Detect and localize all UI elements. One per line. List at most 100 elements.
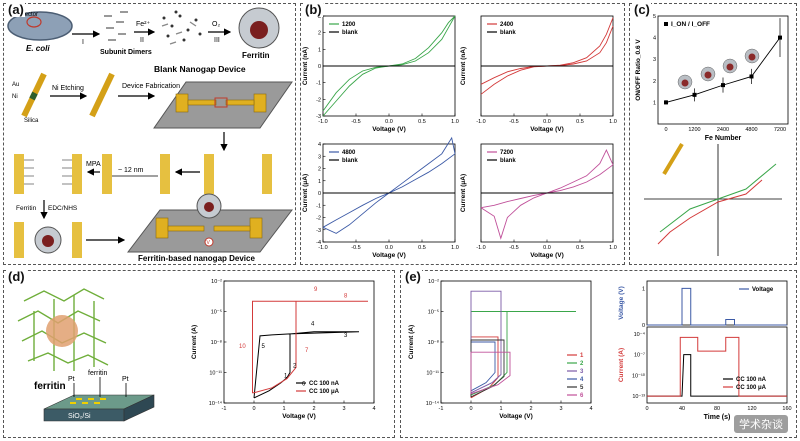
e2-xtick-label: 120	[747, 406, 756, 412]
e1-ytick-label: 10⁻¹⁴	[426, 400, 440, 407]
c1-ferritin-core	[704, 71, 712, 79]
ferritin-between-core	[42, 235, 54, 247]
blank-device-title: Blank Nanogap Device	[154, 64, 246, 74]
o2-label: O₂	[212, 21, 220, 28]
b2-xlabel: Voltage (V)	[530, 126, 563, 133]
d1-annotation: 3	[344, 333, 348, 339]
ferritin-text: ferritin	[34, 381, 66, 392]
c1-legend-label: I_ON / I_OFF	[671, 21, 710, 28]
d1-ylabel: Current (A)	[191, 325, 198, 359]
e1-ytick-label: 10⁻⁸	[428, 339, 439, 346]
d1-annotation: 1	[284, 374, 288, 380]
blank-device-electrodes	[175, 93, 267, 113]
panel-e-chart-time: 0 1 Voltage (V) Voltage 10⁻¹³ 10⁻¹⁰ 10⁻⁷ 10⁻⁴ Cu…	[618, 280, 792, 421]
roman-I: I	[82, 39, 84, 46]
blank-device-substrate	[153, 81, 293, 129]
ecoli-cell	[7, 11, 73, 41]
d1-ytick-label: 10⁻¹¹	[209, 371, 222, 377]
b3-ytick-label: 1	[318, 179, 321, 185]
e1-xlabel: Voltage (V)	[499, 413, 532, 420]
b3-series-4800-line	[322, 153, 456, 228]
b1-ytick-label: 2	[318, 31, 321, 37]
b1-ytick-label: 1	[318, 47, 321, 53]
d1-annotation: 7	[305, 348, 309, 354]
fe-mixture	[162, 10, 202, 42]
e2-top-ylabel: Voltage (V)	[618, 286, 625, 319]
c1-point	[721, 83, 725, 88]
panel-a: Vector E. coli I Subunit Dimers Fe²⁺ II …	[3, 2, 296, 265]
voltmeter-label: V	[207, 240, 211, 246]
b3-ytick-label: -2	[316, 216, 321, 222]
d1-annotation: 8	[344, 293, 348, 299]
ferritin-device-title: Ferritin-based nanogap Device	[138, 254, 255, 263]
e2-bottom-frame	[646, 326, 788, 404]
c1-xtick-label: 2400	[717, 127, 729, 133]
ferritin-label: Ferritin	[242, 51, 270, 60]
e2-xtick-label: 160	[782, 406, 791, 412]
d1-xtick-label: 1	[282, 406, 285, 412]
device-fab-label: Device Fabrication	[122, 83, 180, 90]
d1-ytick-label: 10⁻⁸	[211, 339, 222, 346]
e2-xtick-label: 40	[679, 406, 685, 412]
e1-axes-frame	[440, 280, 592, 404]
pt-label-right: Pt	[122, 376, 129, 383]
b1-ytick-label: -1	[316, 81, 321, 87]
e2-legend-current-label: CC 100 μA	[736, 385, 767, 391]
c1-axes-frame	[657, 15, 789, 125]
b4-xtick-label: -1.0	[476, 245, 485, 251]
voltmeter-icon	[204, 237, 214, 247]
substrate-side	[123, 394, 155, 422]
b3-ylabel: Current (μA)	[302, 174, 309, 212]
ecoli-label: E. coli	[26, 44, 50, 53]
watermark: 学术杂谈	[734, 415, 788, 433]
b3-xtick-label: 1.0	[451, 245, 459, 251]
b1-xtick-label: 1.0	[451, 119, 459, 125]
d1-xtick-label: 3	[342, 406, 345, 412]
d1-annotation: 10	[239, 344, 246, 350]
c1-xtick-label: 1200	[688, 127, 700, 133]
blank-device-gap-box	[214, 97, 228, 108]
roman-II: II	[140, 37, 144, 44]
e1-xtick-label: 0	[469, 406, 472, 412]
electrode-pair	[204, 154, 272, 194]
c1-xtick-label: 0	[664, 127, 667, 133]
b2-xtick-label: -0.5	[509, 119, 518, 125]
b4-xtick-label: 0.5	[576, 245, 584, 251]
c1-point	[664, 100, 668, 105]
b3-xlabel: Voltage (V)	[372, 252, 405, 259]
e2-top-ytick-label: 1	[642, 286, 645, 292]
e1-series-5-line	[470, 339, 505, 398]
e2-bottom-ytick-label: 10⁻⁷	[634, 352, 645, 359]
mixture-dimers	[161, 21, 197, 45]
c1-legend-swatch	[664, 22, 668, 26]
e2-xlabel: Time (s)	[704, 414, 731, 421]
e2-legend-voltage-label: Voltage	[752, 287, 774, 293]
vector-label: Vector	[21, 12, 38, 18]
panel-label-e: (e)	[404, 269, 422, 284]
b2-xtick-label: 0.0	[543, 119, 551, 125]
c1-xtick-label: 7200	[774, 127, 786, 133]
c1-point	[749, 74, 754, 79]
e1-xtick-label: 4	[589, 406, 592, 412]
b2-xtick-label: -1.0	[476, 119, 485, 125]
e1-xtick-label: 2	[529, 406, 532, 412]
b1-ylabel: Current (nA)	[302, 47, 309, 85]
ferritin-device-electrodes	[155, 217, 263, 239]
b4-legend-label: blank	[500, 158, 516, 164]
e1-series-3-line	[470, 290, 502, 394]
b3-series-4800-line	[322, 136, 456, 234]
b2-ylabel: Current (nA)	[460, 47, 467, 85]
c1-xlabel: Fe Number	[705, 135, 742, 142]
d1-ytick-label: 10⁻²	[211, 279, 222, 285]
panel-b-charts: -1.0 -0.5 0.0 0.5 1.0 -3 -2 -1 0 1 2 3 Voltage (V) Cu…	[302, 14, 617, 259]
b3-xtick-label: -1.0	[318, 245, 327, 251]
gap-label: ~ 12 nm	[118, 167, 144, 174]
e2-bottom-ytick-label: 10⁻¹⁰	[632, 372, 646, 379]
e1-xtick-label: 3	[559, 406, 562, 412]
e2-bottom-ylabel: Current (A)	[618, 348, 625, 382]
e2-xtick-label: 80	[714, 406, 720, 412]
mpa-label: MPA	[86, 161, 101, 168]
b1-ytick-label: 0	[318, 64, 321, 70]
substrate-label: SiO₂/Si	[68, 413, 91, 420]
electrodes-ferritin	[14, 222, 82, 258]
